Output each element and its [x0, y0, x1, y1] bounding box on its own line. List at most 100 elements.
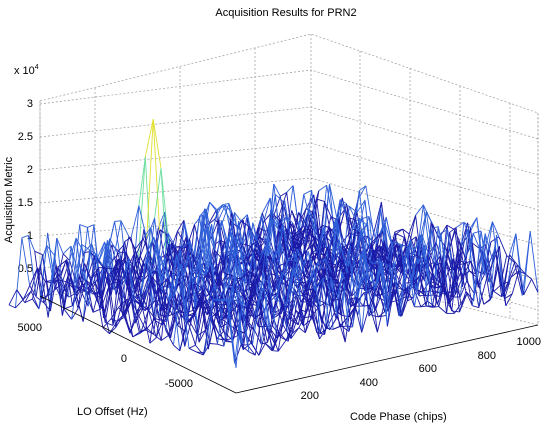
- mesh-line: [21, 237, 31, 286]
- mesh-line: [226, 297, 234, 300]
- mesh-line: [251, 303, 259, 327]
- mesh-line: [321, 288, 329, 322]
- mesh-line: [214, 270, 222, 283]
- mesh-line: [226, 341, 233, 343]
- mesh-line: [265, 218, 274, 232]
- mesh-line: [396, 228, 403, 235]
- mesh-line: [242, 229, 250, 244]
- mesh-line: [441, 263, 449, 305]
- mesh-line: [273, 183, 281, 197]
- mesh-line: [217, 285, 226, 345]
- mesh-line: [372, 246, 382, 268]
- mesh-line: [212, 298, 221, 310]
- mesh-line: [128, 257, 137, 312]
- mesh-line: [114, 220, 122, 222]
- mesh-line: [152, 119, 161, 231]
- mesh-line: [73, 285, 81, 290]
- mesh-line: [388, 287, 398, 310]
- mesh-line: [210, 219, 220, 240]
- mesh-line: [109, 321, 118, 334]
- mesh-line: [259, 277, 267, 308]
- mesh-line: [161, 232, 169, 283]
- mesh-line: [231, 287, 239, 306]
- mesh-line: [189, 321, 199, 336]
- mesh-line: [389, 266, 398, 288]
- mesh-line: [372, 257, 380, 265]
- mesh-line: [492, 246, 500, 263]
- mesh-line: [106, 267, 115, 270]
- mesh-line: [329, 184, 338, 220]
- mesh-line: [259, 243, 269, 256]
- mesh-line: [195, 249, 203, 313]
- mesh-line: [286, 240, 296, 261]
- mesh-line: [220, 235, 230, 258]
- mesh-line: [431, 226, 439, 230]
- mesh-line: [194, 214, 203, 225]
- mesh-line: [181, 247, 190, 268]
- mesh-line: [433, 255, 441, 266]
- mesh-line: [426, 265, 435, 302]
- mesh-line: [110, 307, 119, 320]
- z-tick-label: 2: [27, 164, 33, 176]
- mesh-line: [374, 292, 383, 311]
- mesh-line: [280, 242, 288, 263]
- mesh-line: [362, 250, 371, 292]
- mesh-line: [231, 221, 240, 280]
- mesh-line: [190, 251, 198, 268]
- mesh-line: [509, 254, 518, 266]
- mesh-line: [231, 287, 240, 295]
- mesh-line: [120, 257, 130, 286]
- y-axis-label: LO Offset (Hz): [77, 406, 148, 418]
- mesh-line: [247, 291, 257, 326]
- mesh-line: [382, 268, 392, 276]
- mesh-line: [71, 263, 80, 320]
- mesh-line: [158, 258, 166, 318]
- mesh-line: [435, 285, 444, 289]
- mesh-line: [326, 247, 334, 256]
- x-tick-label: 600: [419, 363, 437, 375]
- mesh-line: [445, 259, 455, 284]
- x-tick-label: 200: [301, 390, 319, 402]
- mesh-line: [497, 265, 507, 306]
- mesh-line: [504, 277, 512, 300]
- mesh-line: [87, 253, 97, 307]
- mesh-line: [179, 249, 189, 316]
- mesh-line: [248, 351, 256, 356]
- z-tick-label: 1: [27, 230, 33, 242]
- mesh-line: [141, 305, 149, 311]
- mesh-line: [126, 298, 135, 302]
- mesh-line: [295, 309, 305, 319]
- mesh-line: [112, 220, 122, 260]
- mesh-line: [207, 249, 215, 278]
- mesh-line: [402, 289, 410, 295]
- mesh-line: [286, 269, 294, 329]
- mesh-line: [27, 235, 36, 252]
- mesh-line: [123, 314, 131, 334]
- mesh-line: [483, 297, 492, 305]
- mesh-line: [493, 291, 502, 298]
- mesh-line: [279, 332, 287, 341]
- mesh-line: [59, 260, 67, 281]
- mesh-line: [160, 168, 170, 245]
- mesh-line: [14, 237, 23, 308]
- mesh-line: [206, 284, 216, 304]
- mesh-line: [488, 235, 498, 283]
- mesh-line: [456, 263, 465, 266]
- mesh-line: [8, 304, 16, 309]
- mesh-line: [273, 272, 283, 320]
- mesh-line: [278, 216, 287, 226]
- mesh-line: [113, 268, 123, 303]
- mesh-line: [219, 270, 228, 275]
- mesh-line: [218, 285, 226, 301]
- mesh-line: [38, 245, 48, 310]
- mesh-line: [106, 240, 116, 279]
- mesh-line: [154, 318, 163, 322]
- mesh-line: [268, 280, 278, 339]
- mesh-line: [428, 305, 436, 308]
- mesh-line: [476, 233, 486, 279]
- mesh-line: [248, 229, 257, 249]
- mesh-line: [151, 276, 161, 287]
- mesh-line: [249, 291, 257, 299]
- mesh-line: [340, 325, 350, 332]
- z-tick-label: 1.5: [18, 197, 33, 209]
